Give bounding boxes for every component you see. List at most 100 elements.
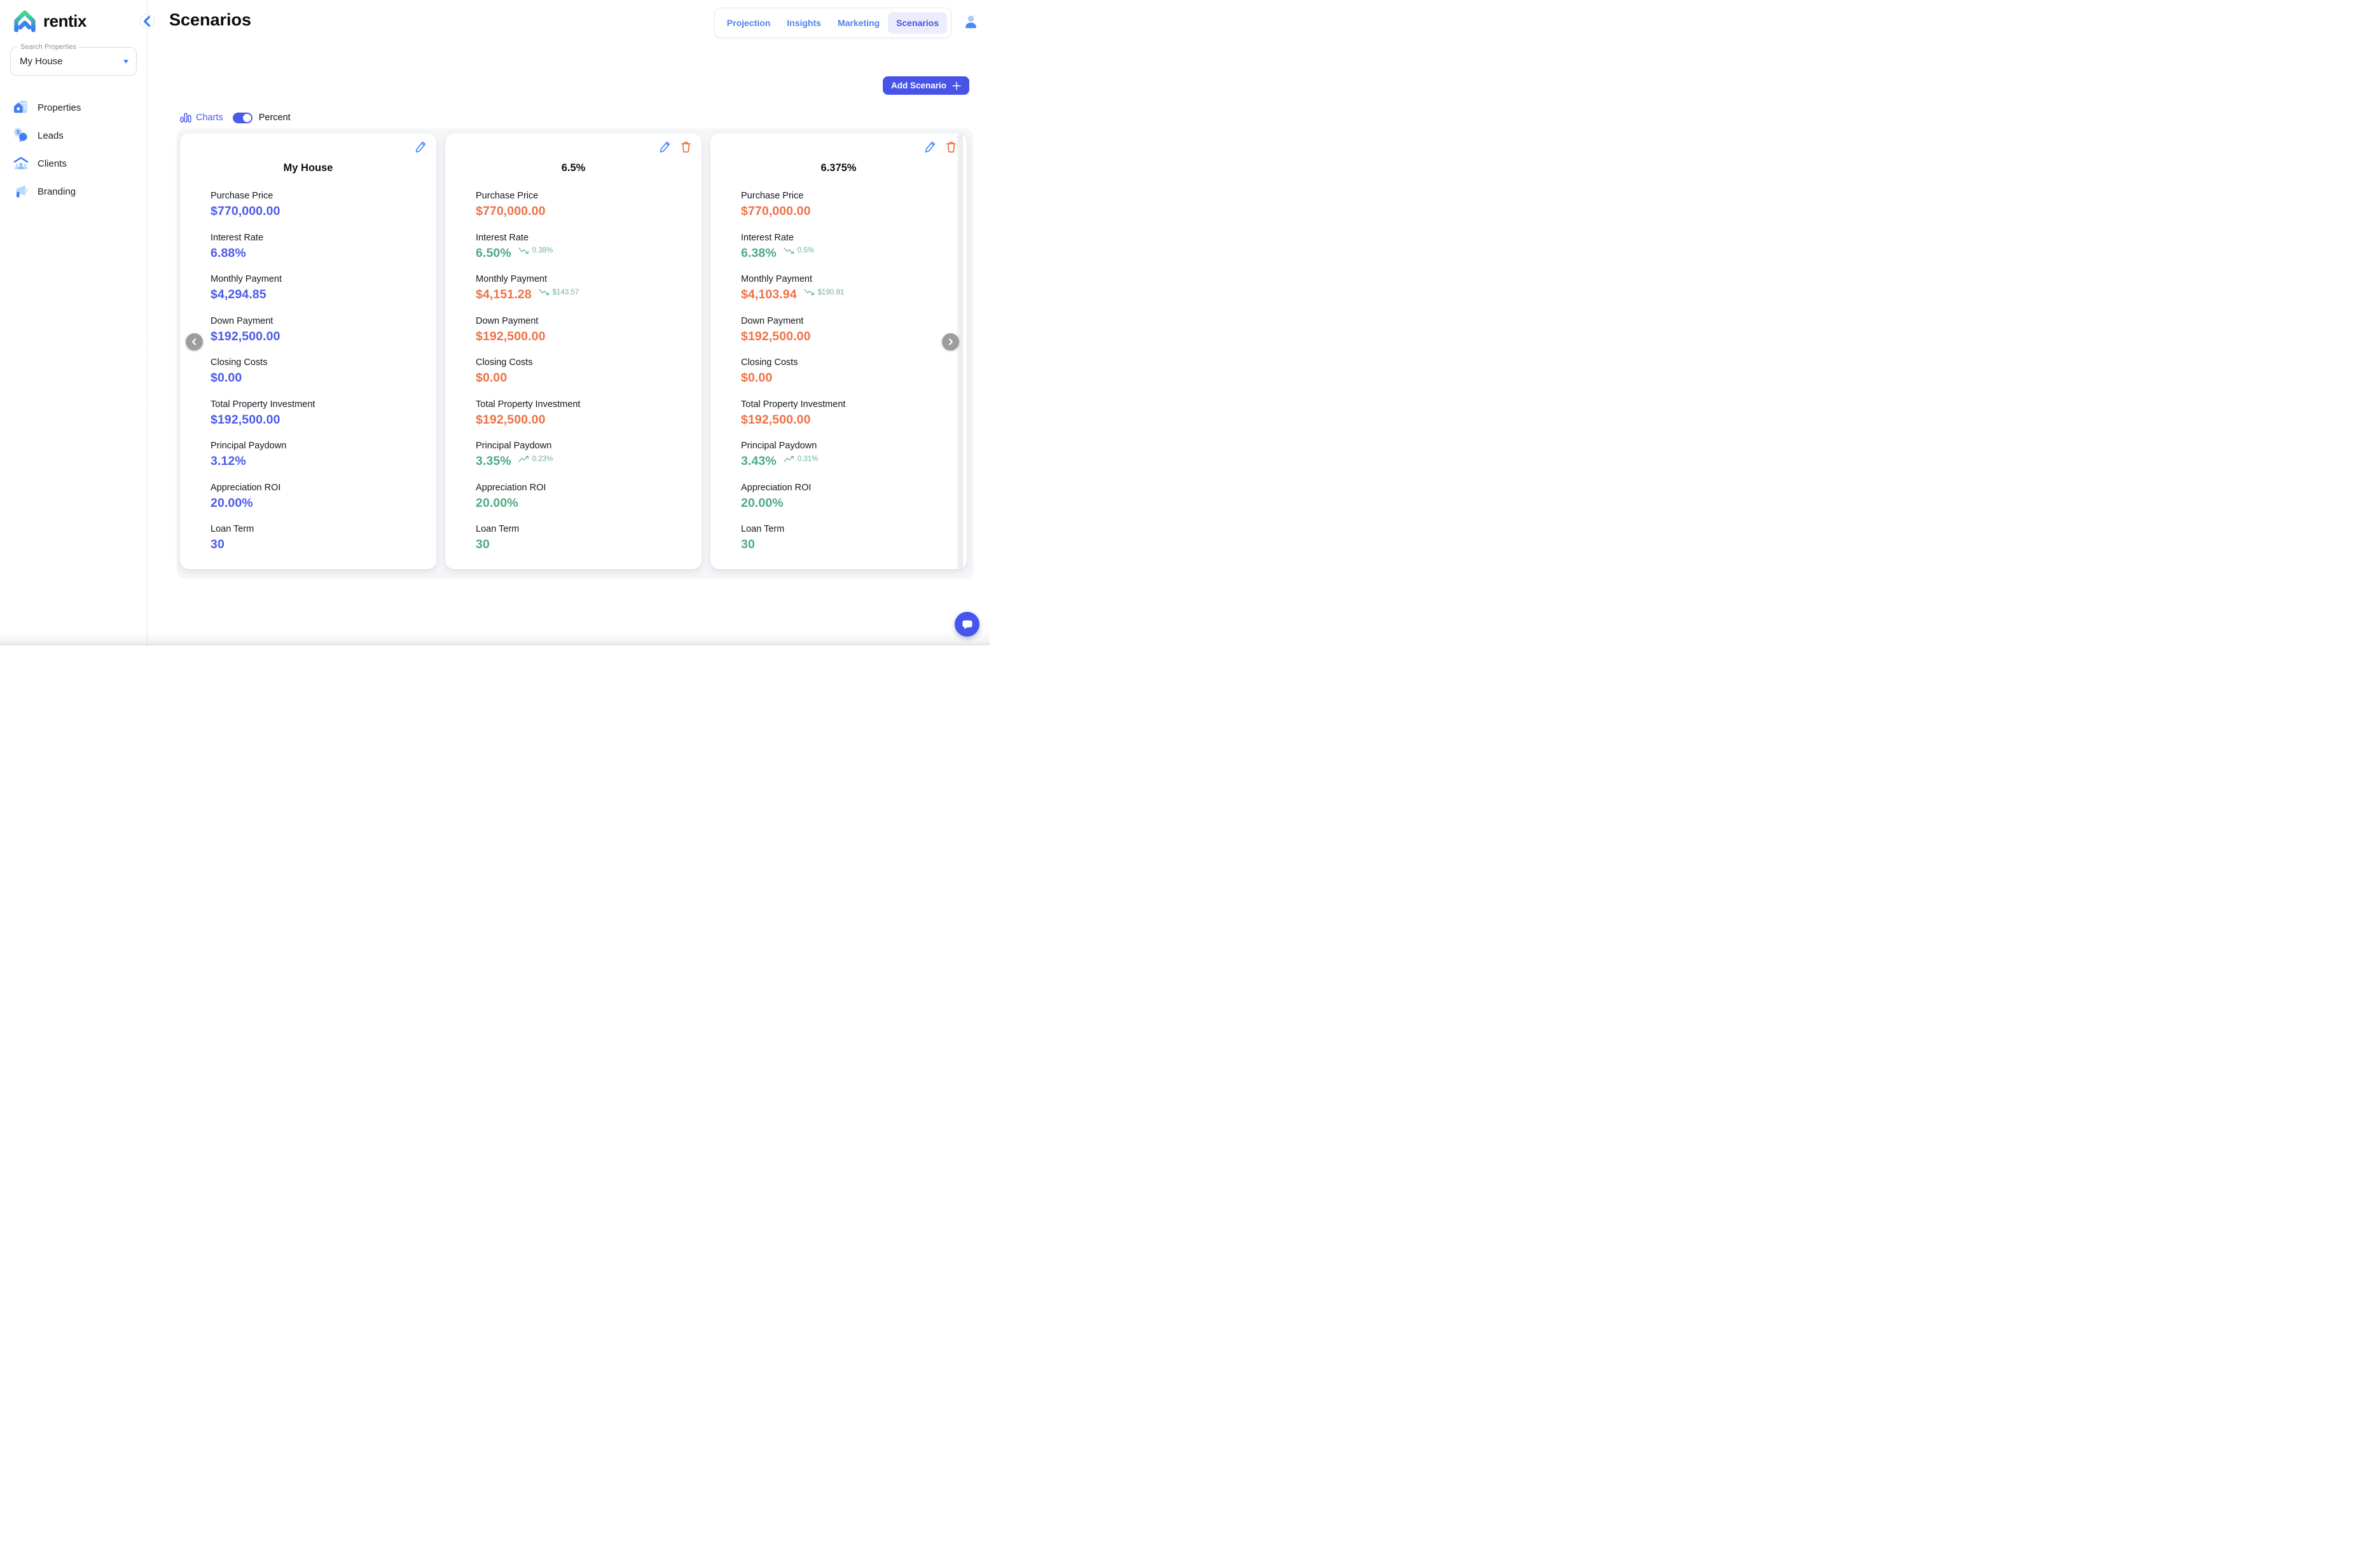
metric-delta: 0.38% [518, 247, 553, 255]
search-properties-label: Search Properties [18, 43, 80, 51]
metric-value: 30 [211, 537, 225, 551]
metric-label: Loan Term [211, 524, 254, 534]
delta-value: 0.5% [797, 247, 815, 254]
metric-value-line: $0.00 [211, 371, 427, 385]
metric-delta: 0.31% [784, 455, 818, 463]
tab-insights[interactable]: Insights [787, 18, 821, 28]
percent-toggle[interactable] [232, 112, 253, 123]
chat-launcher-button[interactable] [955, 612, 979, 637]
sidebar-item-label: Clients [38, 158, 67, 169]
metric-value: $192,500.00 [476, 412, 546, 427]
carousel-prev-button[interactable] [186, 333, 203, 350]
metric-label: Total Property Investment [211, 399, 315, 410]
metric-value: 3.35% [476, 454, 511, 468]
metric-label: Loan Term [741, 524, 785, 534]
metric-value-line: 6.50% 0.38% [476, 246, 693, 261]
sidebar-item-properties[interactable]: Properties [0, 93, 147, 121]
carousel-next-button[interactable] [942, 333, 959, 350]
metric-value: $770,000.00 [211, 204, 280, 218]
metric-row: Appreciation ROI 20.00% [211, 482, 427, 511]
metric-label: Down Payment [211, 315, 273, 326]
metric-value-line: 30 [211, 537, 427, 552]
pencil-icon [660, 141, 670, 153]
tab-marketing[interactable]: Marketing [837, 18, 880, 28]
metric-value-line: $192,500.00 [211, 413, 427, 427]
metric-value-line: $0.00 [476, 371, 693, 385]
edit-scenario-button[interactable] [414, 140, 427, 153]
pencil-icon [925, 141, 936, 153]
sidebar-divider [147, 0, 148, 645]
edit-scenario-button[interactable] [658, 140, 672, 153]
metric-value: $192,500.00 [476, 329, 546, 343]
next-card-peek [957, 134, 963, 569]
metric-value-line: $4,294.85 [211, 287, 427, 302]
delete-scenario-button[interactable] [679, 140, 693, 153]
metric-row: Interest Rate 6.38% 0.5% [741, 232, 958, 261]
sidebar-item-label: Properties [38, 102, 81, 113]
chevron-left-icon [143, 16, 151, 27]
trend-down-icon [518, 247, 529, 255]
metric-row: Total Property Investment $192,500.00 [476, 399, 693, 427]
collapse-sidebar-button[interactable] [140, 14, 155, 29]
metric-value: $4,151.28 [476, 287, 532, 301]
app: rentix Search Properties My House Proper… [0, 0, 990, 645]
metric-value: 30 [476, 537, 490, 551]
metric-delta: 0.5% [784, 247, 814, 255]
scenario-card: 6.375% Purchase Price $770,000.00 Intere… [710, 134, 967, 569]
sidebar-item-leads[interactable]: $ Leads [0, 121, 147, 149]
scenario-metrics: Purchase Price $770,000.00 Interest Rate… [741, 190, 958, 565]
metric-value-line: 3.35% 0.23% [476, 454, 693, 469]
scenario-card: My House Purchase Price $770,000.00 Inte… [180, 134, 436, 569]
card-actions [924, 140, 958, 153]
scenario-title: 6.375% [820, 162, 857, 174]
properties-icon [13, 99, 29, 116]
metric-value-line: 20.00% [741, 496, 958, 511]
delete-scenario-button[interactable] [944, 140, 958, 153]
add-scenario-label: Add Scenario [890, 81, 946, 90]
tab-bar: Projection Insights Marketing Scenarios [714, 8, 951, 38]
search-properties-select[interactable]: Search Properties My House [10, 43, 137, 76]
metric-row: Monthly Payment $4,103.94 $190.91 [741, 273, 958, 302]
metric-value: $192,500.00 [211, 412, 280, 427]
metric-value: 3.12% [211, 454, 246, 468]
trend-down-icon [804, 288, 815, 296]
main-content: Scenarios Projection Insights Marketing Sce… [147, 0, 990, 645]
metric-row: Down Payment $192,500.00 [211, 315, 427, 344]
metric-label: Interest Rate [211, 232, 264, 243]
sidebar-item-label: Branding [38, 186, 76, 197]
brand-name: rentix [43, 11, 86, 31]
metric-row: Down Payment $192,500.00 [741, 315, 958, 344]
metric-value-line: $770,000.00 [476, 204, 693, 219]
metric-label: Purchase Price [211, 191, 273, 201]
metric-value-line: 3.43% 0.31% [741, 454, 958, 469]
sidebar-item-branding[interactable]: Branding [0, 177, 147, 205]
metric-label: Appreciation ROI [741, 482, 812, 493]
clients-icon [13, 155, 29, 172]
tab-scenarios[interactable]: Scenarios [888, 12, 947, 34]
percent-label: Percent [258, 113, 291, 123]
rentix-logo: rentix [0, 0, 147, 34]
metric-label: Closing Costs [211, 357, 268, 368]
metric-row: Appreciation ROI 20.00% [476, 482, 693, 511]
metric-value: 20.00% [476, 495, 518, 510]
view-controls: Charts Percent [180, 111, 291, 125]
add-scenario-button[interactable]: Add Scenario [882, 76, 969, 95]
metric-value: $4,103.94 [741, 287, 797, 301]
user-avatar[interactable] [962, 13, 979, 31]
toggle-knob [242, 113, 251, 122]
metric-row: Closing Costs $0.00 [211, 357, 427, 385]
metric-value-line: $0.00 [741, 371, 958, 385]
tab-projection[interactable]: Projection [726, 18, 771, 28]
chevron-down-icon [123, 59, 128, 64]
sidebar-item-clients[interactable]: Clients [0, 149, 147, 177]
metric-label: Closing Costs [741, 357, 798, 368]
leads-icon: $ [13, 127, 29, 144]
sidebar-menu: Properties $ Leads Clients Branding [0, 93, 147, 205]
metric-row: Loan Term 30 [741, 523, 958, 552]
metric-value: 3.43% [741, 454, 777, 468]
metric-row: Principal Paydown 3.43% 0.31% [741, 440, 958, 469]
metric-row: Purchase Price $770,000.00 [211, 190, 427, 219]
charts-view-button[interactable]: Charts [180, 112, 223, 123]
edit-scenario-button[interactable] [924, 140, 937, 153]
metric-label: Appreciation ROI [211, 482, 281, 493]
